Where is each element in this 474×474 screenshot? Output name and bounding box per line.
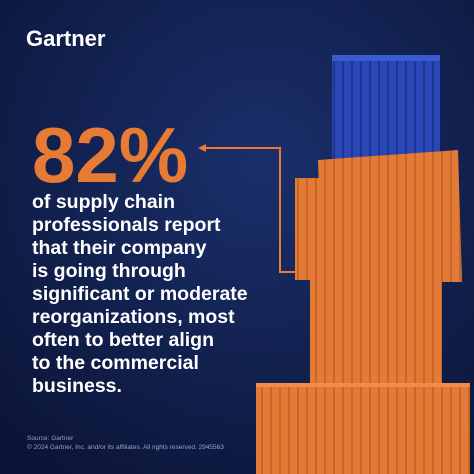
body-line: is going through — [32, 260, 186, 282]
body-line: significant or moderate — [32, 283, 248, 305]
body-line: of supply chain — [32, 191, 175, 213]
source: Source: Gartner© 2024 Gartner, Inc. and/… — [27, 435, 224, 451]
body-line: business. — [32, 375, 122, 397]
body-line: often to better align — [32, 329, 214, 351]
body-line: reorganizations, most — [32, 306, 235, 328]
source-line: © 2024 Gartner, Inc. and/or its affiliat… — [27, 443, 224, 451]
connector-line — [203, 147, 296, 273]
source-line: Source: Gartner — [27, 435, 74, 442]
container — [295, 178, 445, 280]
container-top — [256, 383, 470, 387]
container — [256, 383, 470, 474]
body-line: to the commercial — [32, 352, 199, 374]
connector-arrow — [198, 144, 206, 152]
container — [332, 55, 440, 160]
containers — [256, 55, 470, 474]
body-line: that their company — [32, 237, 207, 259]
stat-value: 82% — [32, 111, 188, 199]
body-line: professionals report — [32, 214, 221, 236]
brand-logo: Gartner — [26, 26, 106, 51]
container-top — [332, 55, 440, 61]
container — [310, 280, 442, 385]
